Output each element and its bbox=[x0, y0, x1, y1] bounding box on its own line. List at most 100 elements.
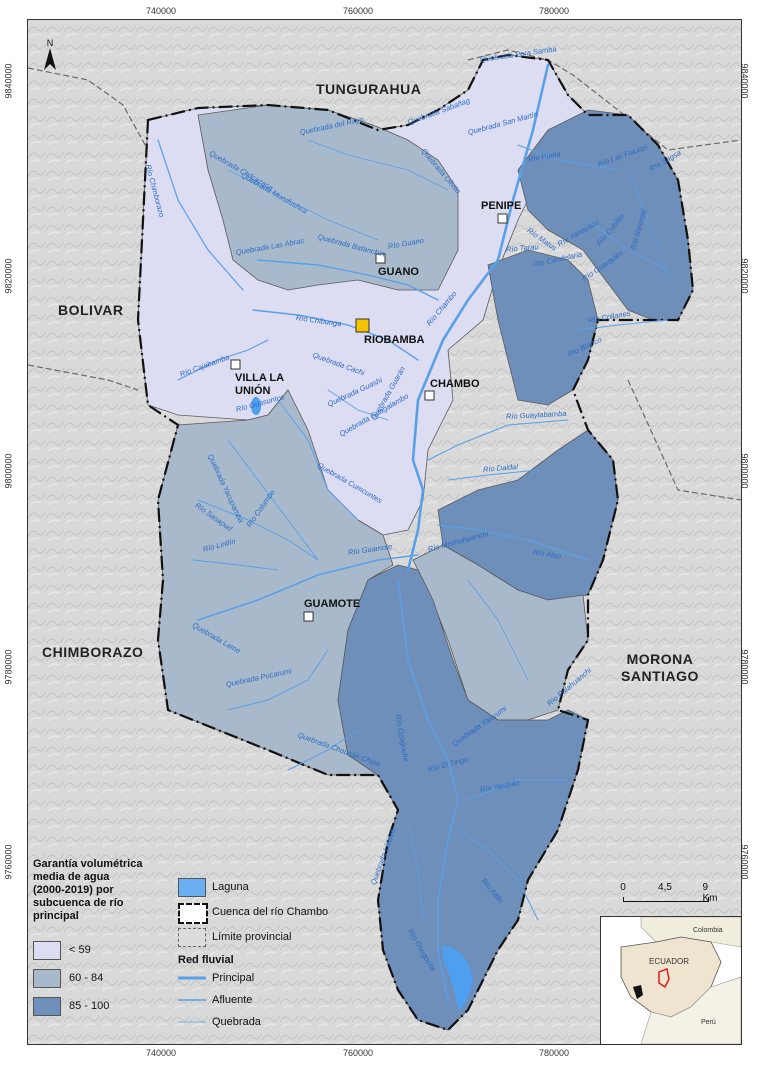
legend-title-line: principal bbox=[33, 910, 79, 922]
river-alao bbox=[437, 524, 589, 561]
inset-canvas bbox=[601, 917, 741, 1044]
river-chimborazo bbox=[157, 139, 244, 291]
river-columbe bbox=[227, 439, 319, 561]
tick-left: 9840000 bbox=[3, 63, 14, 99]
map-frame: N TUNGURAHUA BOLIVAR CHIMBORAZO MORONA S… bbox=[27, 19, 742, 1045]
river-ozogoche bbox=[397, 579, 459, 1001]
tick-bottom: 740000 bbox=[145, 1048, 177, 1058]
legend-swatch-mid bbox=[33, 969, 61, 988]
legend-title: Garantía volumétrica media de agua (2000… bbox=[33, 858, 142, 923]
scale-label-0: 0 bbox=[620, 882, 626, 893]
subbasin-ozogoche bbox=[337, 564, 589, 1031]
river-guaylabamba bbox=[427, 419, 569, 461]
legend-title-line: Garantía volumétrica bbox=[33, 858, 143, 870]
tick-top: 760000 bbox=[342, 6, 374, 16]
map-canvas[interactable] bbox=[28, 20, 741, 1044]
river-guasuntos bbox=[277, 399, 359, 521]
inset-label-colombia: Colombia bbox=[693, 927, 723, 934]
quebrada-3 bbox=[587, 219, 669, 271]
quebrada-5 bbox=[327, 389, 389, 421]
city-penipe: PENIPE bbox=[481, 200, 522, 212]
river-network bbox=[157, 63, 669, 1001]
river-atillo bbox=[457, 829, 539, 921]
marker-penipe bbox=[497, 213, 508, 224]
legend-label-laguna: Laguna bbox=[212, 881, 249, 893]
legend-line-afluente bbox=[178, 999, 206, 1001]
legend-guarantee: Garantía volumétrica media de agua (2000… bbox=[33, 858, 173, 1038]
province-morona: MORONA SANTIAGO bbox=[620, 651, 700, 685]
legend-label-low: < 59 bbox=[69, 944, 91, 956]
legend-title-line: media de agua bbox=[33, 871, 110, 883]
tick-bottom: 780000 bbox=[538, 1048, 570, 1058]
tick-right: 9840000 bbox=[739, 63, 750, 99]
river-cajabamba bbox=[177, 339, 269, 381]
legend-label-mid: 60 - 84 bbox=[69, 972, 104, 984]
marker-riobamba bbox=[355, 318, 370, 333]
river-guamote bbox=[197, 554, 419, 621]
legend-label-cuenca: Cuenca del río Chambo bbox=[212, 906, 329, 918]
river-daldal bbox=[447, 469, 539, 481]
legend-red-title: Red fluvial bbox=[178, 954, 234, 966]
quebrada-6 bbox=[467, 579, 529, 681]
subbasin-blanco bbox=[487, 249, 599, 406]
province-chimborazo: CHIMBORAZO bbox=[42, 644, 144, 660]
north-arrow: N bbox=[42, 38, 58, 72]
inset-peru bbox=[640, 976, 741, 1044]
quebrada-7 bbox=[407, 819, 424, 921]
legend-label-limite: Límite provincial bbox=[212, 931, 292, 943]
scale-label-mid: 4,5 bbox=[658, 882, 672, 893]
inset-map: Colombia ECUADOR Perú bbox=[600, 916, 742, 1045]
river-collanes bbox=[577, 319, 669, 331]
river-chambo-principal bbox=[406, 63, 550, 572]
quebrada-2 bbox=[227, 169, 379, 241]
inset-black-area bbox=[633, 985, 643, 999]
river-linllin bbox=[192, 559, 279, 571]
marker-chambo bbox=[424, 390, 435, 401]
scale-label-end: 9 Km bbox=[702, 882, 718, 904]
laguna-ozogoche bbox=[443, 945, 473, 1010]
tick-left: 9760000 bbox=[3, 844, 14, 880]
tick-right: 9800000 bbox=[739, 453, 750, 489]
legend-line-principal bbox=[178, 976, 206, 980]
province-bolivar: BOLIVAR bbox=[58, 302, 124, 318]
marker-guamote bbox=[303, 611, 314, 622]
river-pucarumi bbox=[227, 649, 329, 711]
tick-left: 9820000 bbox=[3, 258, 14, 294]
north-arrow-icon bbox=[44, 48, 56, 70]
legend-title-line: (2000-2019) por bbox=[33, 884, 114, 896]
legend-line-quebrada bbox=[178, 1021, 206, 1023]
inset-label-peru: Perú bbox=[701, 1019, 716, 1026]
river-sasapud bbox=[197, 499, 319, 561]
tick-left: 9800000 bbox=[3, 453, 14, 489]
north-arrow-label: N bbox=[46, 38, 54, 48]
basin-outline bbox=[136, 53, 695, 1032]
legend-swatch-laguna bbox=[178, 878, 206, 897]
province-morona-label: MORONA SANTIAGO bbox=[621, 651, 699, 684]
legend-label-principal: Principal bbox=[212, 972, 255, 984]
quebrada-4 bbox=[627, 169, 669, 281]
legend-symbols: Laguna Cuenca del río Chambo Límite prov… bbox=[178, 878, 368, 1043]
scale-bar: 0 4,5 9 Km bbox=[618, 882, 718, 912]
river-chausan bbox=[287, 729, 359, 771]
tick-top: 780000 bbox=[538, 6, 570, 16]
legend-swatch-low bbox=[33, 941, 61, 960]
marker-guano bbox=[375, 253, 386, 264]
tick-right: 9820000 bbox=[739, 258, 750, 294]
river-yasipan bbox=[467, 779, 569, 801]
legend-label-quebrada: Quebrada bbox=[212, 1016, 261, 1028]
legend-swatch-high bbox=[33, 997, 61, 1016]
lagunas bbox=[251, 397, 473, 1010]
scale-bar-line bbox=[623, 897, 709, 902]
tick-top: 740000 bbox=[145, 6, 177, 16]
legend-title-line: subcuenca de río bbox=[33, 897, 124, 909]
marker-villa bbox=[230, 359, 241, 370]
tick-right: 9760000 bbox=[739, 844, 750, 880]
river-chibunga bbox=[252, 309, 419, 361]
city-villa: VILLA LA UNIÓN bbox=[235, 372, 284, 397]
city-markers bbox=[230, 213, 508, 622]
quebrada-1 bbox=[307, 139, 449, 191]
laguna-colta bbox=[251, 397, 261, 415]
legend-swatch-cuenca bbox=[178, 903, 208, 924]
river-guano bbox=[257, 259, 439, 301]
city-guano: GUANO bbox=[378, 266, 419, 278]
